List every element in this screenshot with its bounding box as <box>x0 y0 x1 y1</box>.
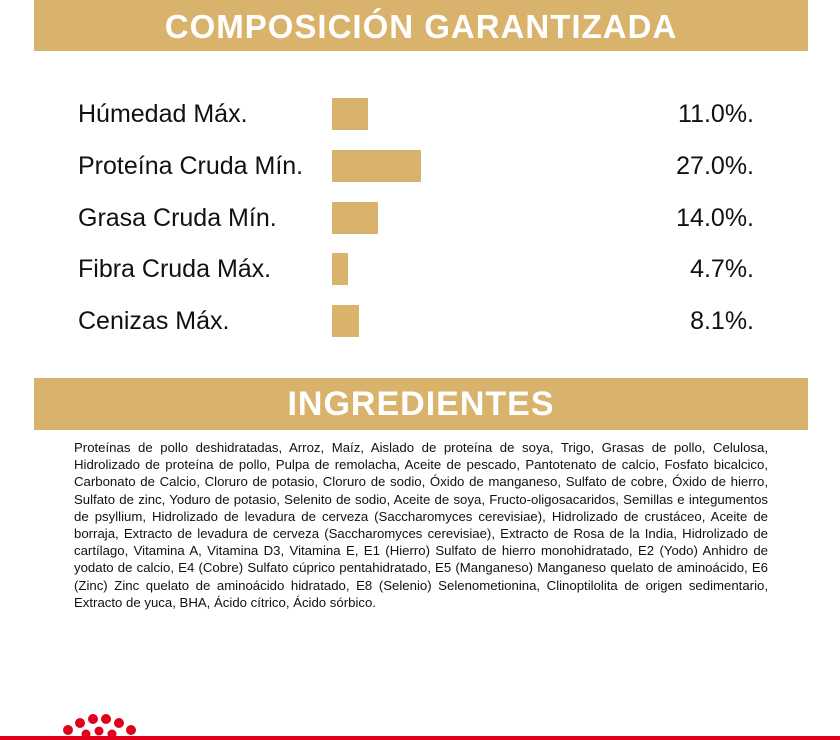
section-title: INGREDIENTES <box>34 378 808 430</box>
value-label: 14.0%. <box>676 203 754 232</box>
bar <box>332 98 369 130</box>
row-label: Cenizas Máx. <box>78 307 230 336</box>
value-label: 11.0%. <box>678 100 754 128</box>
composition-rows: Húmedad Máx. 11.0%. Proteína Cruda Mín. 27.… <box>0 88 840 348</box>
row-label: Grasa Cruda Mín. <box>78 203 277 232</box>
bar <box>332 201 379 234</box>
row-label: Proteína Cruda Mín. <box>78 151 304 180</box>
bar <box>332 305 359 338</box>
ingredients-text: Proteínas de pollo deshidratadas, Arroz,… <box>74 440 768 610</box>
section-title: COMPOSICIÓN GARANTIZADA <box>34 0 808 51</box>
bar <box>332 149 422 182</box>
value-label: 4.7%. <box>690 255 754 284</box>
bar <box>332 253 348 286</box>
row-label: Fibra Cruda Máx. <box>78 255 272 284</box>
value-label: 27.0%. <box>676 151 754 180</box>
row-label: Húmedad Máx. <box>78 100 248 128</box>
value-label: 8.1%. <box>690 307 754 336</box>
